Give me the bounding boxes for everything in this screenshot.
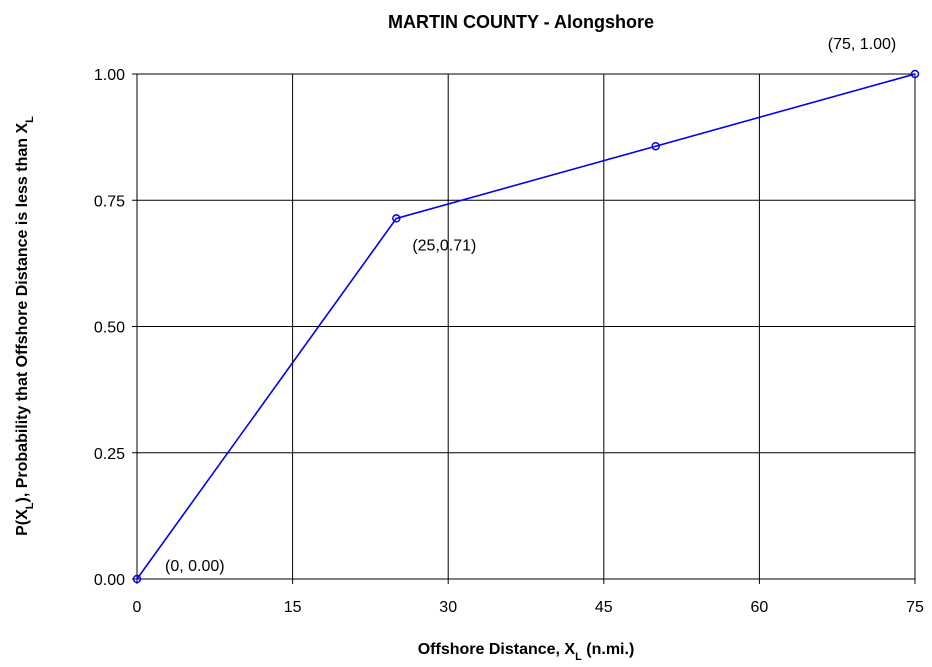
data-label: (0, 0.00): [165, 558, 225, 575]
label-part: Offshore Distance, X: [418, 641, 576, 658]
y-tick-label: 1.00: [94, 67, 125, 84]
x-tick-label: 15: [284, 599, 302, 616]
x-tick-label: 75: [906, 599, 924, 616]
marker: [132, 574, 142, 584]
label-part: L: [24, 502, 36, 509]
x-tick-label: 0: [133, 599, 142, 616]
y-axis-label: P(XL), Probability that Offshore Distanc…: [14, 116, 36, 536]
y-tick-label: 0.50: [94, 320, 125, 337]
line: [136, 73, 916, 580]
y-tick-label: 0.75: [94, 193, 125, 210]
x-tick-label: 45: [595, 599, 613, 616]
chart-title: MARTIN COUNTY - Alongshore: [388, 12, 654, 32]
x-tick-label: 60: [751, 599, 769, 616]
plot-border: [136, 73, 916, 580]
x-axis-label: Offshore Distance, XL (n.mi.): [418, 641, 635, 663]
y-tick-label: 0.25: [94, 446, 125, 463]
x-tick-label: 30: [439, 599, 457, 616]
label-part: L: [24, 116, 36, 123]
marker: [651, 141, 660, 151]
label-part: L: [575, 651, 582, 663]
label-part: ), Probability that Offshore Distance is…: [14, 123, 31, 503]
label-part: (n.mi.): [582, 641, 634, 658]
label-part: P(X: [14, 509, 31, 536]
marker: [392, 214, 401, 223]
marker: [910, 69, 920, 79]
y-tick-label: 0.00: [94, 572, 125, 589]
data-label: (75, 1.00): [828, 36, 896, 53]
data-label: (25,0.71): [412, 237, 476, 254]
